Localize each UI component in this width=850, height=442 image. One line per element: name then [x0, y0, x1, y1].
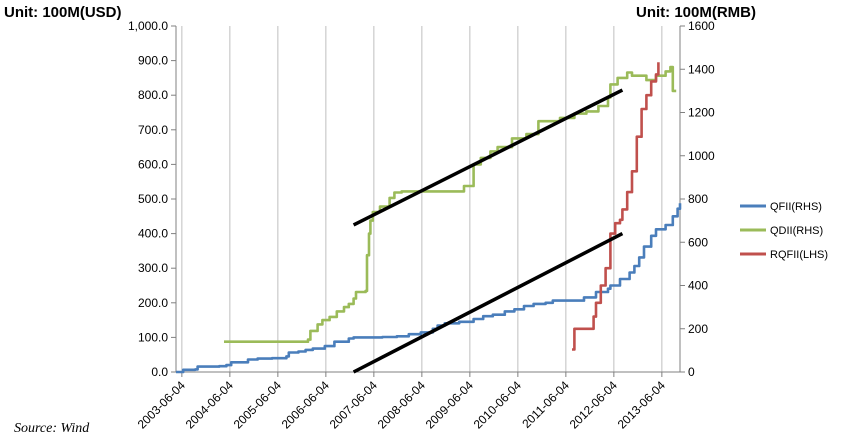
- trend-lines: [352, 88, 624, 374]
- x-tick-label: 2009-06-04: [423, 378, 477, 432]
- x-tick-label: 2007-06-04: [327, 378, 381, 432]
- y-left-tick-label: 800.0: [138, 88, 168, 102]
- y-right-tick-label: 1400: [688, 62, 715, 76]
- y-left-tick-label: 600.0: [138, 157, 168, 171]
- legend-label: RQFII(LHS): [770, 249, 828, 261]
- y-right-tick-label: 1200: [688, 106, 715, 120]
- y-left-tick-label: 200.0: [138, 296, 168, 310]
- x-tick-label: 2010-06-04: [471, 378, 525, 432]
- legend-label: QFII(RHS): [770, 201, 822, 213]
- x-tick-label: 2006-06-04: [279, 378, 333, 432]
- series-lines: [176, 62, 682, 374]
- y-right-tick-label: 0: [688, 365, 695, 379]
- legend: QFII(RHS) QDII(RHS) RQFII(LHS): [740, 201, 828, 261]
- left-unit-label: Unit: 100M(USD): [4, 4, 122, 21]
- y-left-tick-label: 900.0: [138, 54, 168, 68]
- x-tick-label: 2003-06-04: [135, 378, 189, 432]
- x-tick-label: 2011-06-04: [519, 378, 572, 431]
- y-left-tick-label: 1,000.0: [128, 19, 168, 33]
- y-right-tick-label: 400: [688, 279, 708, 293]
- source-label: Source: Wind: [14, 421, 90, 436]
- y-right-tick-label: 600: [688, 235, 708, 249]
- y-left-tick-label: 0.0: [151, 365, 168, 379]
- x-tick-label: 2013-06-04: [615, 378, 669, 432]
- series-line-rqfii-lhs: [572, 62, 660, 351]
- y-left-tick-label: 400.0: [138, 227, 168, 241]
- legend-label: QDII(RHS): [770, 225, 823, 237]
- x-tick-label: 2004-06-04: [183, 378, 237, 432]
- y-right-tick-label: 800: [688, 192, 708, 206]
- trend-line: [352, 88, 624, 227]
- series-line-qfii-rhs: [176, 203, 682, 374]
- y-left-tick-label: 500.0: [138, 192, 168, 206]
- grid-lines: [181, 26, 663, 372]
- x-tick-label: 2012-06-04: [567, 378, 621, 432]
- axes: [171, 25, 685, 377]
- y-right-tick-label: 1000: [688, 149, 715, 163]
- y-left-tick-label: 700.0: [138, 123, 168, 137]
- x-tick-label: 2008-06-04: [375, 378, 429, 432]
- y-left-tick-label: 300.0: [138, 261, 168, 275]
- y-right-tick-label: 1600: [688, 19, 715, 33]
- y-left-tick-label: 100.0: [138, 330, 168, 344]
- series-line-qdii-rhs: [224, 65, 677, 343]
- y-right-tick-label: 200: [688, 322, 708, 336]
- x-tick-label: 2005-06-04: [231, 378, 285, 432]
- right-unit-label: Unit: 100M(RMB): [636, 4, 756, 21]
- trend-line: [352, 232, 624, 374]
